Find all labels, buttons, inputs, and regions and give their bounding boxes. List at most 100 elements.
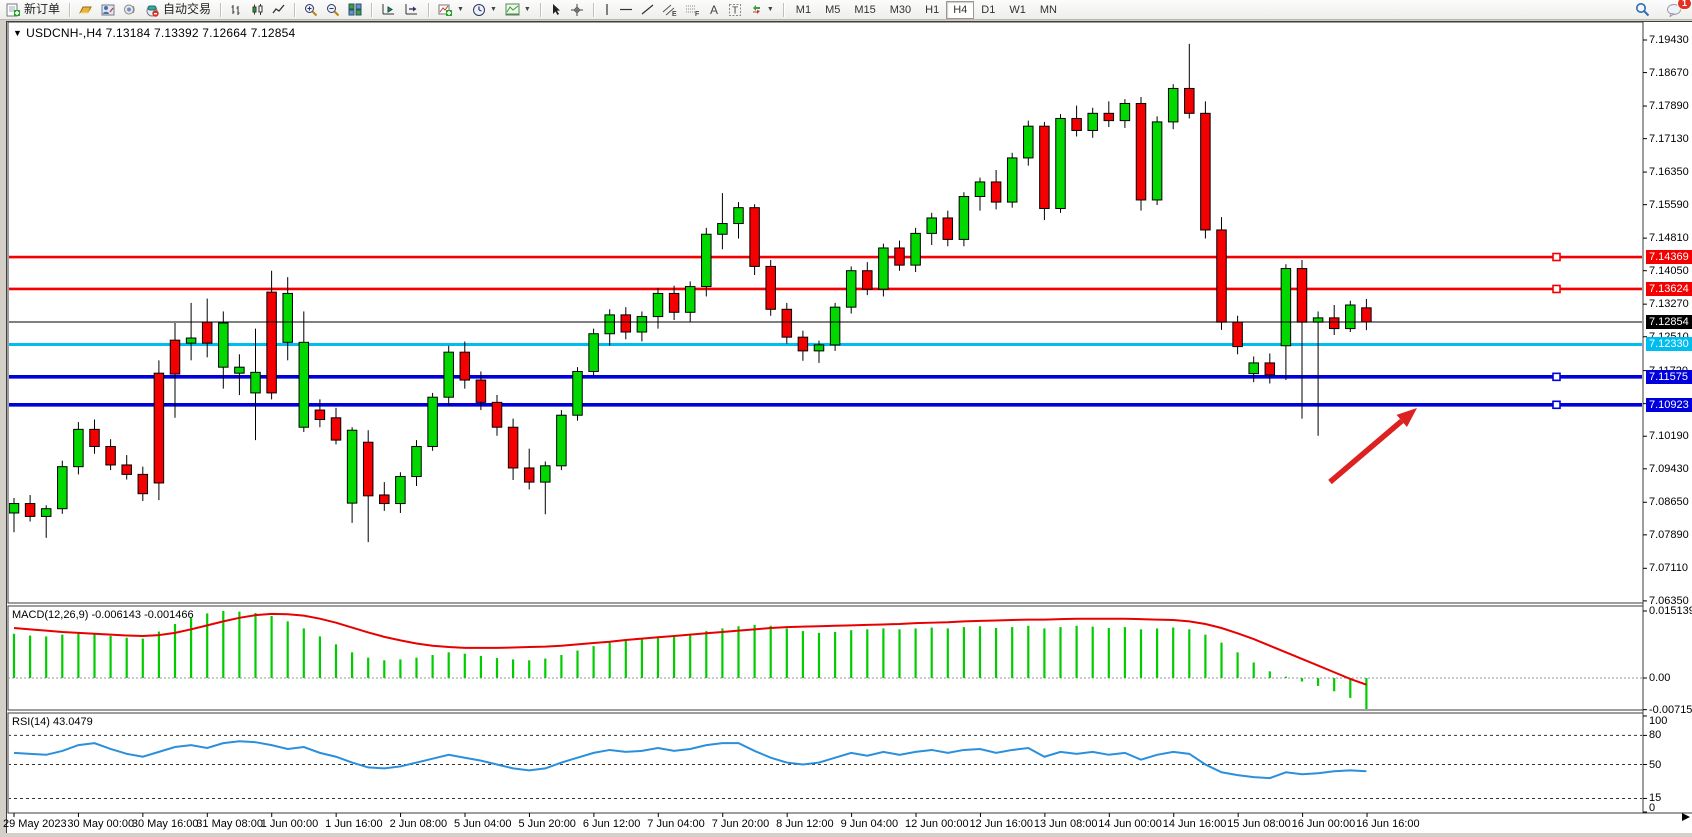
price-label-7.12854: 7.12854 <box>1646 314 1692 329</box>
chart-shift-button[interactable] <box>400 0 423 19</box>
trendline-button[interactable] <box>637 0 658 19</box>
indicators-button[interactable]: ▼ <box>434 0 468 19</box>
candle-body <box>1361 307 1372 323</box>
auto-trading-label: 自动交易 <box>163 2 212 16</box>
candle-body <box>701 233 712 288</box>
sound-button[interactable] <box>119 0 141 19</box>
timeframe-button-h1[interactable]: H1 <box>925 3 940 16</box>
vertical-line-button[interactable] <box>599 0 615 19</box>
candle-body <box>201 321 213 344</box>
line-handle[interactable] <box>1552 400 1561 410</box>
candle-body <box>234 366 245 374</box>
text-label-button[interactable]: T <box>724 0 746 19</box>
toolbar-separator <box>539 2 541 17</box>
time-axis-end-icon[interactable] <box>1682 813 1690 821</box>
candle-body <box>24 503 36 517</box>
bar-chart-button[interactable] <box>226 0 247 19</box>
line-handle[interactable] <box>1552 372 1561 382</box>
fibonacci-button[interactable]: F <box>681 0 704 19</box>
zoom-out-icon <box>326 3 340 17</box>
candle-body <box>974 181 986 198</box>
candle-body <box>652 292 664 318</box>
search-button[interactable] <box>1631 0 1654 19</box>
arrows-button[interactable]: ▼ <box>746 0 778 19</box>
annotation-arrow-head[interactable] <box>1396 408 1417 428</box>
candle-body <box>9 503 20 514</box>
rsi-panel[interactable] <box>7 712 1644 814</box>
crosshair-button[interactable] <box>566 0 588 19</box>
svg-text:T: T <box>732 5 738 16</box>
candle-body <box>1087 112 1098 131</box>
auto-scroll-icon <box>381 3 396 16</box>
chat-button[interactable]: 1 <box>1662 0 1692 19</box>
candle-body <box>1200 112 1211 231</box>
candle-body <box>862 270 873 290</box>
line-handle[interactable] <box>1552 284 1561 294</box>
auto-trading-button[interactable]: 自动交易 <box>141 0 215 19</box>
price-label-7.12330: 7.12330 <box>1646 337 1692 352</box>
candle-body <box>540 465 551 483</box>
timeframe-button-m15[interactable]: M15 <box>854 3 876 16</box>
price-axis-tick: 7.18670 <box>1649 66 1689 79</box>
candle-body <box>829 306 841 346</box>
zoom-in-button[interactable] <box>300 0 322 19</box>
cursor-button[interactable] <box>546 0 566 19</box>
timeframe-button-w1[interactable]: W1 <box>1009 3 1026 16</box>
new-order-button[interactable]: 新订单 <box>2 0 64 19</box>
candle-body <box>878 247 889 290</box>
new-order-icon <box>6 3 21 17</box>
time-axis-label: 16 Jun 00:00 <box>1291 818 1356 830</box>
rsi-axis-tick: 15 <box>1649 792 1662 805</box>
price-axis-tick: 7.13270 <box>1649 298 1689 311</box>
tile-windows-button[interactable] <box>344 0 366 19</box>
timeframe-button-m30[interactable]: M30 <box>889 3 912 16</box>
svg-text:A: A <box>710 3 718 16</box>
price-axis-tick: 7.19430 <box>1649 34 1689 46</box>
candle-body <box>379 494 390 505</box>
toolbar-separator <box>428 2 430 17</box>
timeframe-button-d1[interactable]: D1 <box>981 3 996 16</box>
timeframe-button-m1[interactable]: M1 <box>795 3 812 16</box>
horizontal-line-button[interactable] <box>615 0 637 19</box>
timeframe-button-h4[interactable]: H4 <box>946 0 975 19</box>
candle-body <box>1216 229 1227 323</box>
market-watch-button[interactable] <box>97 0 119 19</box>
timeframe-button-m5[interactable]: M5 <box>825 3 841 16</box>
price-axis-tick: 7.14050 <box>1649 264 1689 277</box>
candle-body <box>668 292 680 313</box>
time-axis-label: 13 Jun 08:00 <box>1033 818 1098 830</box>
macd-layer <box>9 611 1642 709</box>
templates-button[interactable]: ▼ <box>501 0 535 19</box>
auto-scroll-button[interactable] <box>377 0 400 19</box>
candle-body <box>958 196 970 240</box>
search-icon <box>1635 2 1650 17</box>
candle-body <box>89 428 100 448</box>
timeframe-button-mn[interactable]: MN <box>1039 3 1057 16</box>
candle-body <box>1296 268 1308 323</box>
periods-button[interactable]: ▼ <box>468 0 501 19</box>
candle-body <box>894 247 905 266</box>
equidistant-channel-button[interactable]: E <box>658 0 681 19</box>
candle-body <box>491 401 503 428</box>
price-axis-tick: 7.06350 <box>1649 594 1689 607</box>
profiles-button[interactable] <box>75 0 97 19</box>
text-button[interactable]: A <box>704 0 724 19</box>
price-panel[interactable] <box>7 21 1644 604</box>
candlestick-chart-button[interactable] <box>247 0 268 19</box>
candle-body <box>1264 362 1276 376</box>
candle-body <box>105 446 116 466</box>
price-axis-tick: 7.17890 <box>1649 100 1689 113</box>
zoom-out-button[interactable] <box>322 0 344 19</box>
candle-body <box>1039 125 1050 210</box>
annotation-arrow-line[interactable] <box>1328 418 1404 485</box>
line-chart-button[interactable] <box>268 0 289 19</box>
toolbar-separator <box>782 2 784 17</box>
main-toolbar: 新订单 自动交易 ▼ ▼ ▼ <box>0 0 1692 20</box>
rsi-axis-tick: 80 <box>1649 729 1662 742</box>
macd-panel[interactable] <box>7 605 1644 711</box>
line-handle[interactable] <box>1552 252 1561 262</box>
time-axis-label: 12 Jun 00:00 <box>905 818 969 830</box>
candle-body <box>121 464 132 475</box>
price-axis-tick: 7.14810 <box>1649 232 1689 245</box>
